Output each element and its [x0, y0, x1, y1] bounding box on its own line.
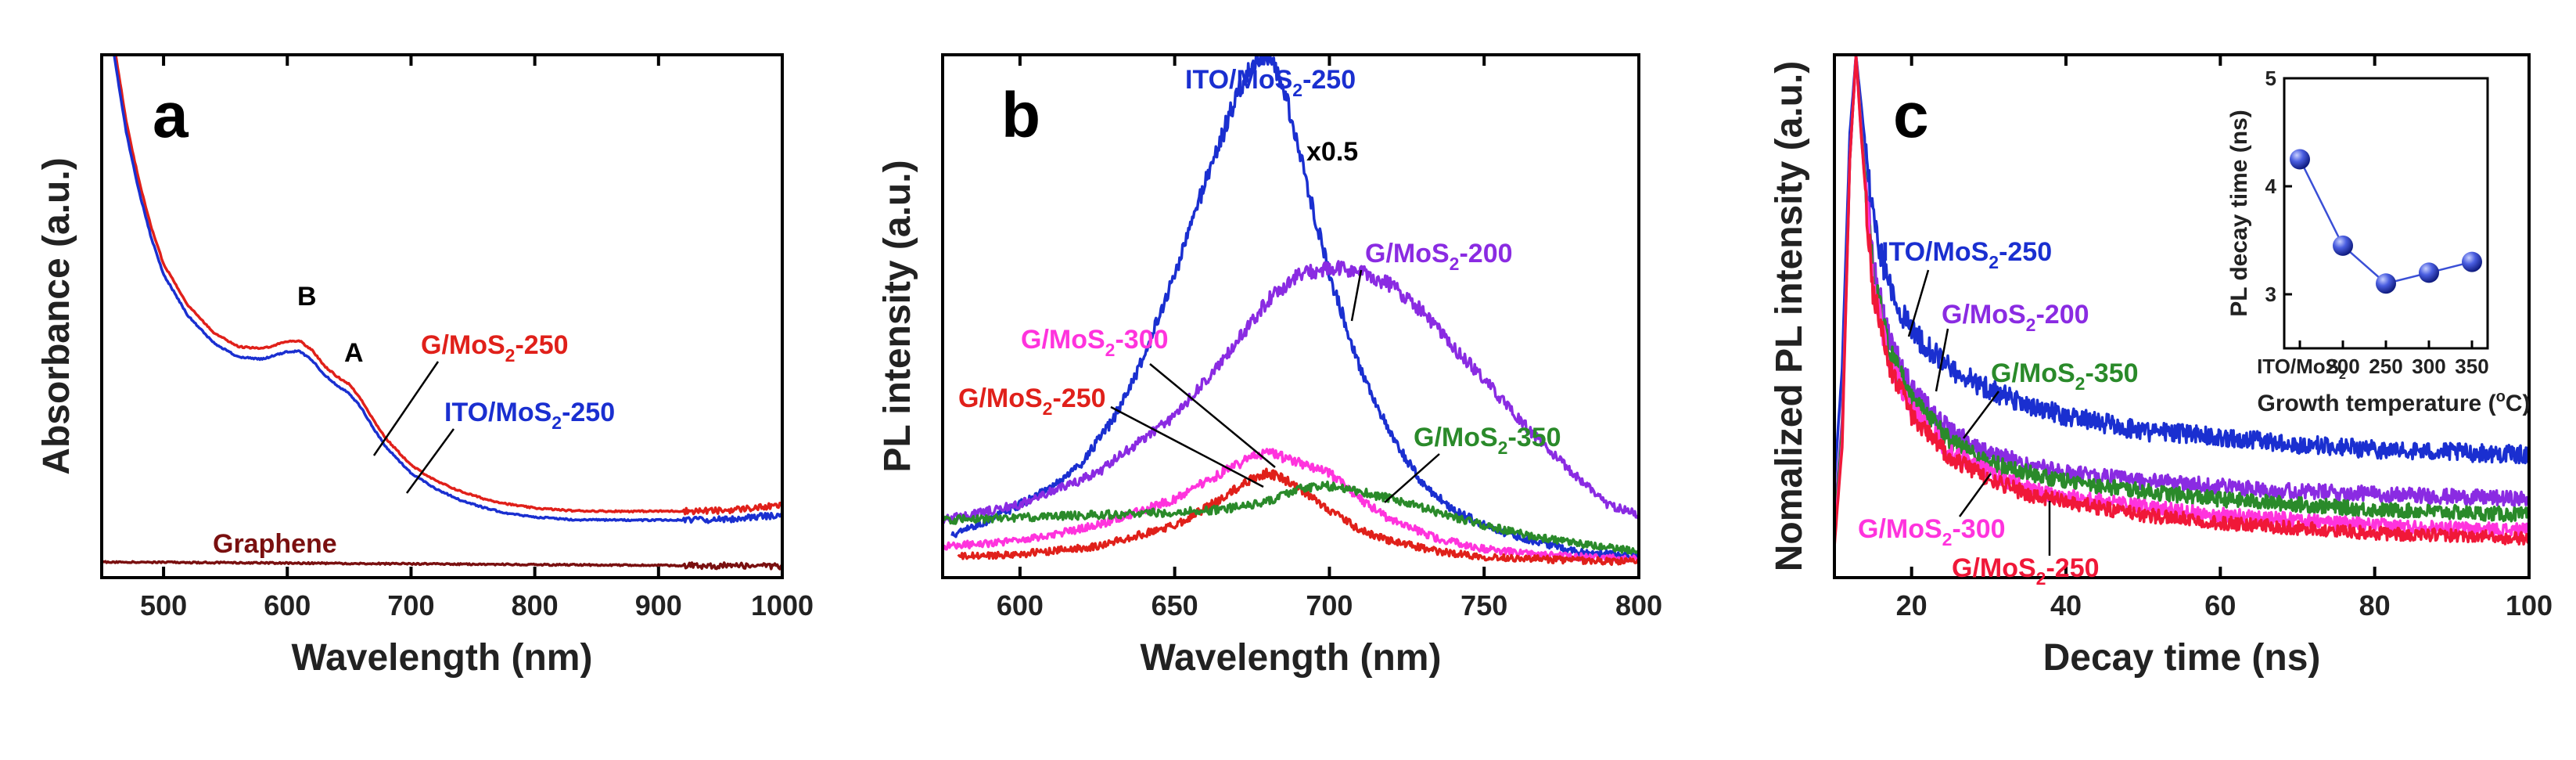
annotation-leader — [1935, 328, 1949, 392]
x-tick-label: 600 — [997, 589, 1044, 621]
x-tick-label: 20 — [1896, 589, 1928, 621]
panel-c: 20 40 60 80 100 Decay time (ns) Nomalized PL i… — [1769, 53, 2553, 679]
series-line-ito-mos2-250 — [950, 55, 1639, 562]
x-tick-label: 40 — [2050, 589, 2082, 621]
series-line-g-mos2-350 — [943, 480, 1639, 556]
y-axis-title: PL intensity (a.u.) — [877, 160, 918, 472]
series-line-g-mos2-200 — [1834, 55, 2529, 527]
x-tick-label: 700 — [1306, 589, 1353, 621]
annotation-leader — [1110, 405, 1264, 488]
series-line-g-mos2-250 — [957, 467, 1639, 567]
inset-y-tick-label: 3 — [2265, 283, 2276, 306]
annotation-label: x0.5 — [1306, 137, 1358, 167]
annotation-leader — [405, 428, 455, 494]
y-axis-title: Nomalized PL intensity (a.u.) — [1769, 61, 1810, 572]
x-tick-label: 800 — [512, 589, 559, 621]
x-tick-label: 500 — [140, 589, 187, 621]
annotation-label: G/MoS2-250 — [421, 330, 569, 366]
annotation-leader — [372, 361, 440, 456]
series-group — [102, 55, 782, 571]
series-line-g-mos2-250 — [1834, 55, 2529, 548]
x-tick-label: 650 — [1151, 589, 1198, 621]
annotation-label: G/MoS2-250 — [958, 384, 1106, 419]
series-line-ito-mos2-250 — [113, 55, 782, 524]
annotation-label: B — [297, 282, 317, 312]
series-group — [1834, 55, 2529, 548]
annotation-leader — [1350, 269, 1363, 322]
x-tick-label: 800 — [1615, 589, 1662, 621]
series-line-g-mos2-200 — [943, 260, 1639, 524]
inset-data-point — [2419, 262, 2439, 283]
series-line-g-mos2-350 — [1834, 55, 2529, 532]
x-tick-label: 750 — [1460, 589, 1507, 621]
annotation-label: G/MoS2-200 — [1942, 300, 2089, 335]
annotation-leader — [1963, 391, 1999, 439]
annotation-label: A — [344, 338, 364, 368]
inset-x-tick-label: 350 — [2455, 355, 2488, 378]
series-line-graphene — [102, 560, 782, 571]
series-group — [943, 55, 1639, 567]
inset-frame — [2283, 77, 2489, 350]
series-line-g-mos2-300 — [1834, 55, 2529, 542]
series-line-g-mos2-250 — [114, 55, 782, 516]
annotation-leader — [1907, 269, 1930, 337]
inset-data-point — [2290, 149, 2310, 170]
panel-b: 600 650 700 750 800 Wavelength (nm) PL intensi… — [877, 53, 1662, 679]
inset-data-point — [2462, 251, 2482, 272]
inset-x-tick-label: 200 — [2326, 355, 2359, 378]
inset-series-line — [2298, 158, 2473, 285]
plot-frame — [100, 53, 784, 579]
inset-y-tick-label: 4 — [2265, 175, 2277, 198]
annotation-label: ITO/MoS2-250 — [1881, 237, 2052, 272]
annotation-label: G/MoS2-300 — [1858, 514, 2006, 549]
x-axis-title: Wavelength (nm) — [1141, 637, 1442, 679]
x-tick-label: 900 — [635, 589, 682, 621]
panel-letter: b — [1001, 80, 1040, 151]
x-axis-title: Decay time (ns) — [2043, 637, 2321, 679]
inset-x-tick-label: ITO/MoS2 — [2257, 355, 2346, 382]
inset-x-tick-label: 250 — [2369, 355, 2402, 378]
annotation-label: G/MoS2-250 — [1952, 553, 2100, 589]
annotation-label: Graphene — [213, 529, 337, 559]
series-line-g-mos2-300 — [943, 448, 1639, 563]
plot-frame — [941, 53, 1640, 579]
x-tick-label: 1000 — [751, 589, 814, 621]
y-axis-title: Absorbance (a.u.) — [36, 157, 77, 474]
annotation-leader — [1384, 453, 1440, 503]
inset-data-point — [2333, 235, 2353, 256]
annotation-label: G/MoS2-300 — [1021, 325, 1169, 360]
x-tick-label: 600 — [264, 589, 311, 621]
inset-x-tick-label: 300 — [2412, 355, 2445, 378]
panel-a: 500 600 700 800 900 1000 Wavelength (nm) Absorb… — [36, 53, 814, 679]
annotation-label: G/MoS2-350 — [1414, 423, 1561, 458]
x-tick-label: 100 — [2506, 589, 2553, 621]
inset-y-tick-label: 5 — [2265, 67, 2276, 90]
annotation-leader — [1149, 363, 1276, 468]
plot-frame — [1833, 53, 2531, 579]
x-tick-label: 700 — [387, 589, 434, 621]
x-tick-label: 80 — [2359, 589, 2391, 621]
inset-x-axis-title: Growth temperature (oC) — [2258, 388, 2531, 416]
series-line-ito-mos2-250 — [1834, 55, 2529, 485]
annotation-label: G/MoS2-350 — [1991, 358, 2139, 394]
annotation-label: ITO/MoS2-250 — [1185, 65, 1356, 100]
x-axis-title: Wavelength (nm) — [292, 637, 593, 679]
panel-letter: c — [1893, 80, 1929, 151]
annotation-leader — [1958, 473, 1992, 517]
panel-letter: a — [153, 80, 189, 151]
annotation-label: G/MoS2-200 — [1365, 239, 1513, 274]
x-tick-label: 60 — [2204, 589, 2236, 621]
inset-data-point — [2376, 273, 2396, 294]
annotation-label: ITO/MoS2-250 — [444, 398, 615, 433]
inset-y-axis-title: PL decay time (ns) — [2226, 110, 2252, 317]
